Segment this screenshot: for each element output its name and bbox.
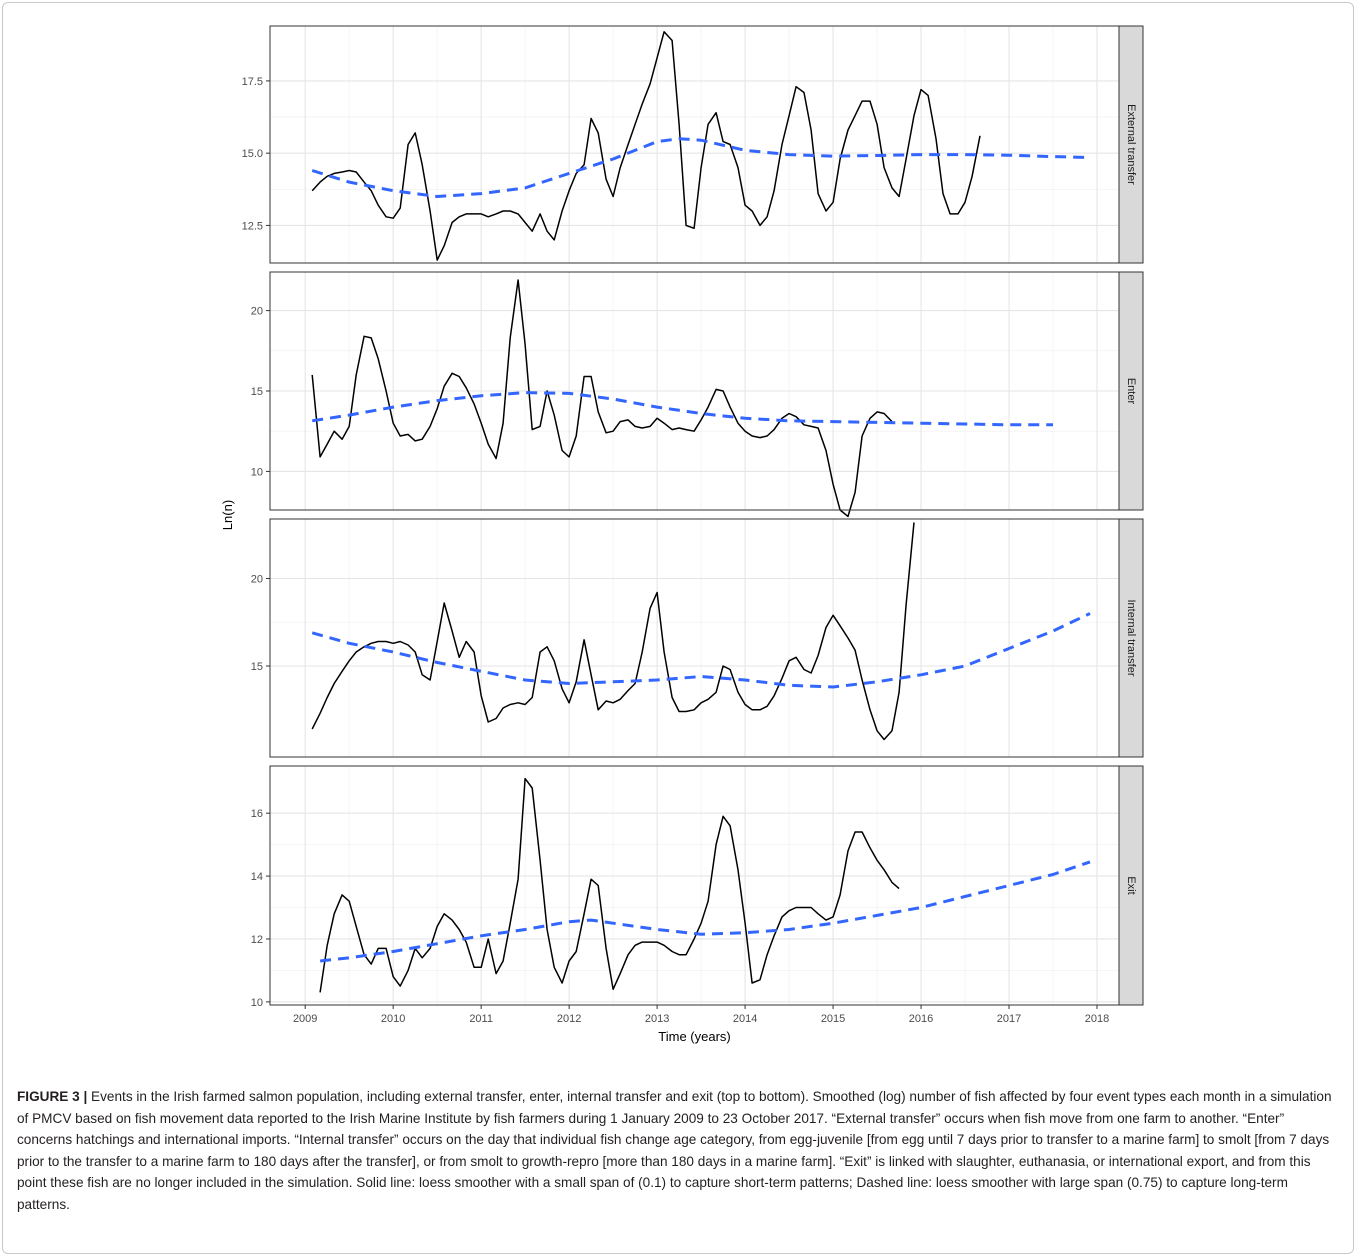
short-term-smoother-line <box>311 279 893 518</box>
y-tick-label: 15 <box>251 386 263 398</box>
facet-strip <box>1118 765 1144 1006</box>
short-term-smoother-line <box>311 31 981 261</box>
x-tick-label: 2015 <box>821 1013 845 1025</box>
long-term-smoother-line <box>311 391 1053 427</box>
facet-strip <box>1118 271 1144 511</box>
y-axis-title: Ln(n) <box>220 500 235 530</box>
long-term-smoother-line <box>311 612 1091 689</box>
panel-3: 15 20 Internal transfer <box>251 518 1144 758</box>
short-term-smoother-line <box>319 777 900 993</box>
facet-strip-label: Internal transfer <box>1125 599 1137 676</box>
x-tick-label: 2011 <box>469 1013 493 1025</box>
x-tick-label: 2016 <box>909 1013 933 1025</box>
y-tick-label: 16 <box>251 808 263 820</box>
y-tick-label: 12 <box>251 934 263 946</box>
x-tick-label: 2010 <box>381 1013 405 1025</box>
y-tick-label: 10 <box>251 997 263 1009</box>
x-tick-label: 2012 <box>557 1013 581 1025</box>
facet-strip-label: Exit <box>1125 876 1137 894</box>
long-term-smoother-line <box>311 137 1091 198</box>
panel-border <box>269 765 1120 1006</box>
faceted-line-chart: 12.5 15.0 17.5 External transfer 10 15 20 Enter… <box>220 25 1144 1044</box>
caption-text: Events in the Irish farmed salmon popula… <box>17 1089 1332 1212</box>
y-tick-label: 17.5 <box>242 76 263 88</box>
facet-strip <box>1118 25 1144 264</box>
x-axis-title: Time (years) <box>658 1029 730 1044</box>
x-tick-label: 2014 <box>733 1013 757 1025</box>
panel-1: 12.5 15.0 17.5 External transfer <box>242 25 1144 264</box>
panel-border <box>269 518 1120 758</box>
y-tick-label: 20 <box>251 574 263 586</box>
short-term-smoother-line <box>311 522 915 741</box>
y-tick-label: 12.5 <box>242 220 263 232</box>
figure-label: FIGURE 3 | <box>17 1089 88 1104</box>
y-tick-label: 14 <box>251 871 263 883</box>
facet-strip-label: Enter <box>1125 378 1137 405</box>
panel-2: 10 15 20 Enter <box>251 271 1144 518</box>
x-tick-label: 2018 <box>1085 1013 1109 1025</box>
y-tick-label: 20 <box>251 306 263 318</box>
facet-strip-label: External transfer <box>1125 104 1137 185</box>
x-tick-label: 2013 <box>645 1013 669 1025</box>
x-tick-label: 2009 <box>293 1013 317 1025</box>
y-tick-label: 15 <box>251 661 263 673</box>
panel-4: 10 12 14 16 Exit <box>251 765 1144 1009</box>
y-tick-label: 10 <box>251 466 263 478</box>
y-tick-label: 15.0 <box>242 148 263 160</box>
facet-strip <box>1118 518 1144 758</box>
x-tick-label: 2017 <box>997 1013 1021 1025</box>
figure-caption: FIGURE 3 | Events in the Irish farmed sa… <box>17 1086 1342 1216</box>
long-term-smoother-line <box>319 860 1091 963</box>
